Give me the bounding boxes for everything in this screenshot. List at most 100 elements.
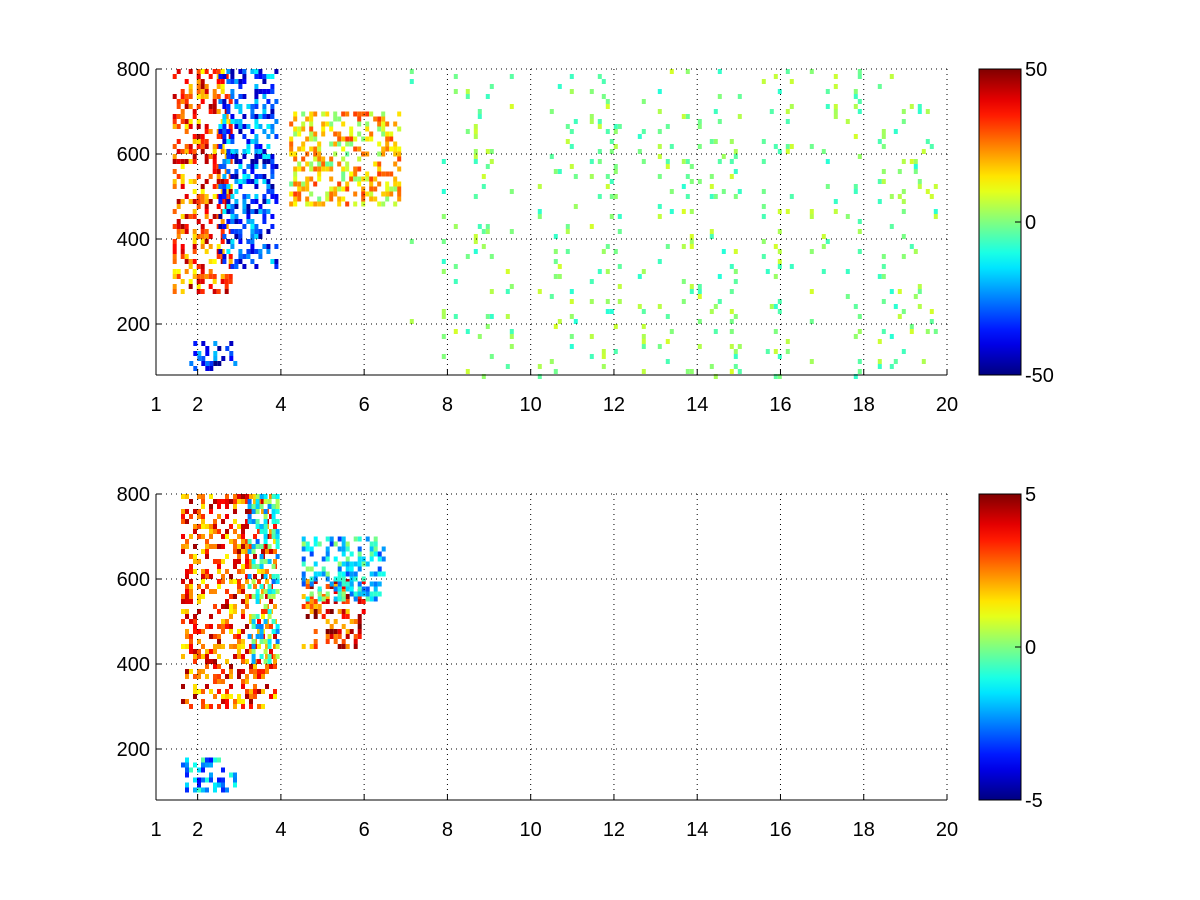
heatmap-cell — [254, 114, 259, 119]
heatmap-cell — [237, 534, 241, 539]
heatmap-cell — [263, 499, 268, 504]
heatmap-cell — [234, 159, 239, 164]
heatmap-cell — [573, 119, 578, 124]
heatmap-cell — [246, 139, 251, 144]
heatmap-cell — [208, 234, 213, 239]
heatmap-cell — [657, 129, 662, 134]
heatmap-cell — [251, 564, 256, 569]
heatmap-cell — [218, 99, 223, 104]
heatmap-cell — [263, 589, 268, 594]
heatmap-cell — [921, 149, 926, 154]
heatmap-cell — [204, 209, 209, 214]
x-tick-label: 4 — [275, 819, 286, 841]
heatmap-cell — [271, 514, 276, 519]
heatmap-cell — [189, 579, 193, 584]
heatmap-cell — [262, 159, 267, 164]
heatmap-cell — [176, 199, 181, 204]
heatmap-cell — [192, 214, 197, 219]
heatmap-cell — [313, 644, 318, 649]
heatmap-cell — [453, 224, 458, 229]
heatmap-cell — [237, 544, 241, 549]
heatmap-cell — [321, 614, 326, 619]
heatmap-cell — [301, 546, 306, 552]
heatmap-cell — [617, 299, 622, 304]
heatmap-cell — [273, 634, 277, 639]
heatmap-cell — [212, 149, 217, 154]
heatmap-cell — [717, 69, 722, 74]
heatmap-cell — [208, 244, 213, 249]
heatmap-cell — [209, 509, 213, 514]
heatmap-cell — [201, 689, 205, 694]
heatmap-cell — [273, 689, 277, 694]
heatmap-cell — [917, 179, 922, 184]
heatmap-cell — [409, 79, 414, 84]
heatmap-cell — [213, 351, 218, 356]
heatmap-cell — [329, 191, 334, 197]
x-tick-label: 8 — [442, 819, 453, 841]
heatmap-cell — [273, 549, 277, 554]
heatmap-cell — [245, 659, 249, 664]
heatmap-cell — [273, 559, 277, 564]
colorbar-tick-label: -50 — [1025, 365, 1054, 387]
heatmap-cell — [637, 274, 642, 279]
heatmap-cell — [220, 274, 225, 279]
heatmap-cell — [200, 94, 205, 99]
heatmap-cell — [188, 199, 193, 204]
x-tick-label: 14 — [686, 394, 708, 416]
heatmap-cell — [925, 189, 930, 194]
heatmap-cell — [773, 74, 778, 79]
heatmap-cell — [261, 669, 265, 674]
heatmap-cell — [537, 374, 542, 379]
heatmap-cell — [713, 109, 718, 114]
heatmap-cell — [329, 156, 334, 162]
heatmap-cell — [357, 586, 362, 592]
heatmap-cell — [309, 581, 314, 587]
heatmap-cell — [657, 304, 662, 309]
heatmap-cell — [246, 164, 251, 169]
heatmap-cell — [237, 569, 241, 574]
heatmap-cell — [208, 269, 213, 274]
heatmap-cell — [261, 609, 265, 614]
heatmap-cell — [188, 144, 193, 149]
heatmap-cell — [189, 649, 193, 654]
heatmap-cell — [361, 599, 366, 604]
heatmap-cell — [275, 639, 280, 644]
heatmap-cell — [196, 194, 201, 199]
heatmap-cell — [345, 614, 350, 619]
heatmap-cell — [901, 119, 906, 124]
heatmap-cell — [254, 174, 259, 179]
heatmap-cell — [305, 161, 310, 167]
heatmap-cell — [180, 159, 185, 164]
heatmap-cell — [613, 124, 618, 129]
heatmap-cell — [222, 129, 227, 134]
heatmap-cell — [857, 219, 862, 224]
heatmap-cell — [569, 74, 574, 79]
heatmap-cell — [713, 194, 718, 199]
heatmap-cell — [234, 179, 239, 184]
heatmap-cell — [188, 89, 193, 94]
heatmap-cell — [254, 194, 259, 199]
heatmap-cell — [270, 74, 275, 79]
heatmap-cell — [325, 551, 330, 557]
heatmap-cell — [269, 534, 273, 539]
heatmap-cell — [255, 539, 260, 544]
heatmap-cell — [205, 664, 209, 669]
heatmap-cell — [821, 234, 826, 239]
heatmap-cell — [349, 571, 354, 577]
heatmap-cell — [881, 144, 886, 149]
heatmap-cell — [301, 166, 306, 172]
heatmap-cell — [225, 346, 230, 351]
heatmap-cell — [897, 289, 902, 294]
heatmap-cell — [453, 264, 458, 269]
heatmap-cell — [224, 114, 229, 119]
heatmap-cell — [213, 559, 217, 564]
heatmap-cell — [553, 324, 558, 329]
heatmap-cell — [197, 767, 201, 773]
heatmap-cell — [341, 536, 346, 542]
heatmap-cell — [357, 566, 362, 572]
heatmap-cell — [197, 782, 201, 788]
heatmap-cell — [230, 154, 235, 159]
heatmap-cell — [777, 264, 782, 269]
heatmap-cell — [233, 699, 237, 704]
heatmap-cell — [274, 69, 279, 74]
